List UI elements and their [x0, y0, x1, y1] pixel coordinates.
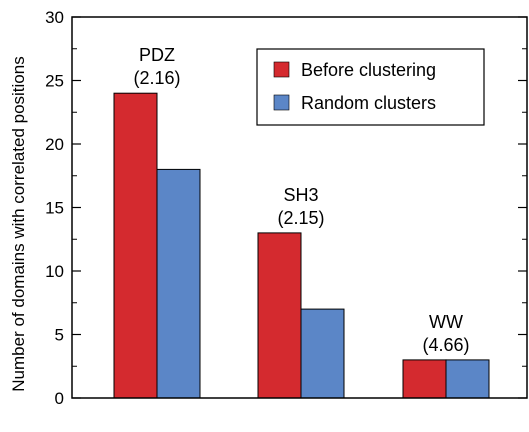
bar-ww-random-clusters	[445, 359, 490, 399]
bar-sh3-random-clusters	[300, 308, 345, 399]
category-note-sh3: (2.15)	[277, 208, 324, 228]
legend: Before clustering Random clusters	[256, 48, 485, 126]
bars	[113, 92, 490, 399]
bar-sh3-before-clustering	[257, 232, 302, 399]
y-tick-label-5: 5	[55, 326, 64, 345]
plot-frame	[71, 16, 528, 399]
bar-pdz-before-clustering	[113, 92, 158, 399]
y-tick-label-30: 30	[45, 8, 64, 27]
y-tick-label-20: 20	[45, 135, 64, 154]
category-note-pdz: (2.16)	[133, 68, 180, 88]
y-tick-label-10: 10	[45, 262, 64, 281]
y-axis-title: Number of domains with correlated positi…	[9, 56, 28, 391]
y-tick-label-25: 25	[45, 72, 64, 91]
legend-label-before-clustering: Before clustering	[301, 60, 436, 80]
y-tick-label-0: 0	[55, 389, 64, 408]
category-note-ww: (4.66)	[422, 335, 469, 355]
y-tick-label-15: 15	[45, 199, 64, 218]
category-label-ww: WW	[429, 312, 463, 332]
legend-box	[256, 48, 485, 126]
legend-swatch-before-clustering	[273, 61, 290, 78]
bar-ww-before-clustering	[402, 359, 447, 399]
y-axis-ticks: 0 5 10 15 20 25 30	[45, 8, 527, 408]
category-label-pdz: PDZ	[139, 45, 175, 65]
category-label-sh3: SH3	[283, 185, 318, 205]
bar-pdz-random-clusters	[156, 168, 201, 399]
legend-swatch-random-clusters	[273, 94, 290, 111]
legend-label-random-clusters: Random clusters	[301, 93, 436, 113]
group-labels: PDZ (2.16) SH3 (2.15) WW (4.66)	[133, 45, 469, 355]
